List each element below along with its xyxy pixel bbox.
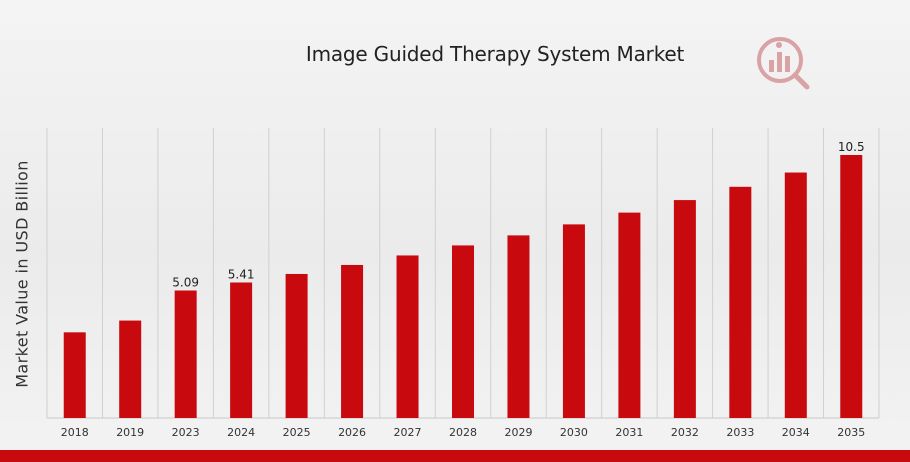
bar (618, 212, 641, 418)
bar (230, 282, 253, 418)
x-tick-label: 2033 (726, 426, 754, 439)
chart-title: Image Guided Therapy System Market (305, 42, 685, 66)
x-tick-label: 2029 (504, 426, 532, 439)
bar (673, 200, 696, 418)
x-tick-label: 2031 (615, 426, 643, 439)
x-tick-label: 2028 (449, 426, 477, 439)
bar (174, 290, 197, 418)
mrfr-logo-icon (757, 37, 810, 90)
bar (119, 320, 142, 418)
bar (562, 224, 585, 418)
bar (285, 273, 308, 418)
data-label: 5.09 (172, 276, 199, 290)
data-label: 10.5 (838, 140, 865, 154)
x-tick-label: 2026 (338, 426, 366, 439)
x-tick-label: 2023 (172, 426, 200, 439)
x-tick-label: 2035 (837, 426, 865, 439)
bar (840, 155, 863, 418)
x-tick-label: 2018 (61, 426, 89, 439)
data-label: 5.41 (228, 267, 255, 281)
x-tick-label: 2027 (394, 426, 422, 439)
bottom-accent-bar (0, 450, 910, 462)
x-tick-label: 2034 (782, 426, 810, 439)
bar (729, 186, 752, 418)
x-tick-label: 2019 (116, 426, 144, 439)
bar (784, 172, 807, 418)
x-tick-label: 2024 (227, 426, 255, 439)
x-tick-label: 2025 (283, 426, 311, 439)
bar (507, 235, 530, 418)
bar (396, 255, 419, 418)
bar (452, 245, 474, 418)
bar (63, 332, 86, 418)
bar (341, 264, 364, 418)
x-tick-label: 2030 (560, 426, 588, 439)
x-tick-label: 2032 (671, 426, 699, 439)
